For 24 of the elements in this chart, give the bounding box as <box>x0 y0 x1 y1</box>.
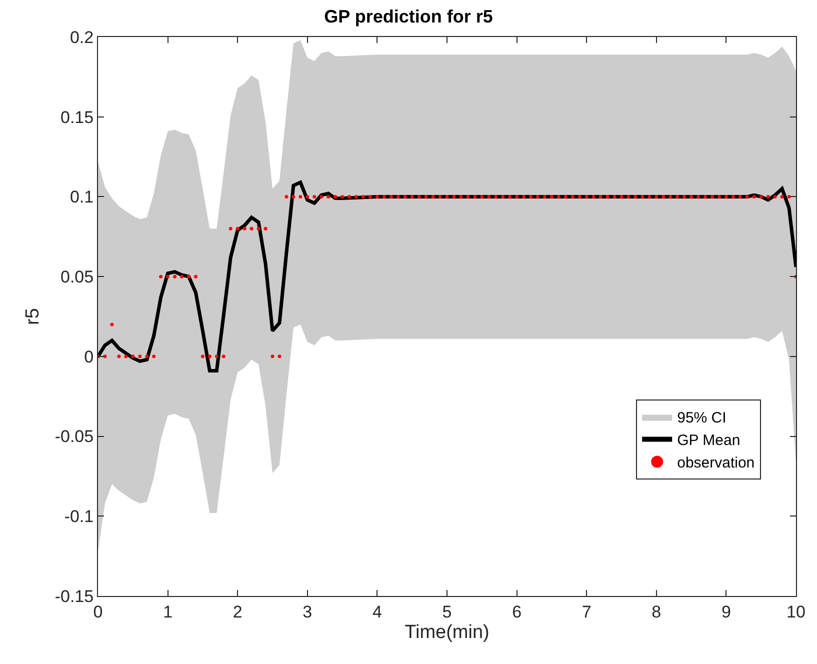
x-tick-label: 9 <box>721 602 731 622</box>
y-tick-label: 0.15 <box>60 108 94 127</box>
x-tick-label: 8 <box>652 602 662 622</box>
y-tick-label: -0.15 <box>54 586 94 606</box>
x-tick-label: 1 <box>163 602 173 622</box>
x-tick-label: 3 <box>302 602 312 622</box>
legend-label: GP Mean <box>677 432 740 450</box>
legend-label: observation <box>677 454 755 472</box>
y-tick-label: 0.1 <box>70 188 94 207</box>
x-tick-label: 5 <box>442 602 452 622</box>
x-tick-label: 10 <box>786 602 806 622</box>
y-tick-label: 0 <box>84 347 94 366</box>
legend-label: 95% CI <box>677 410 726 427</box>
x-tick-label: 2 <box>232 602 242 622</box>
x-tick-label: 6 <box>512 602 522 622</box>
y-tick-label: 0.05 <box>60 268 94 287</box>
chart-title: GP prediction for r5 <box>324 6 493 27</box>
x-axis-title: Time(min) <box>404 622 490 644</box>
x-tick-label: 7 <box>582 602 592 622</box>
x-tick-label: 4 <box>372 602 382 622</box>
y-tick-label: -0.05 <box>54 427 94 446</box>
y-tick-label: 0.2 <box>70 28 94 47</box>
y-tick-label: -0.1 <box>64 507 94 526</box>
y-axis-title: r5 <box>22 308 44 325</box>
